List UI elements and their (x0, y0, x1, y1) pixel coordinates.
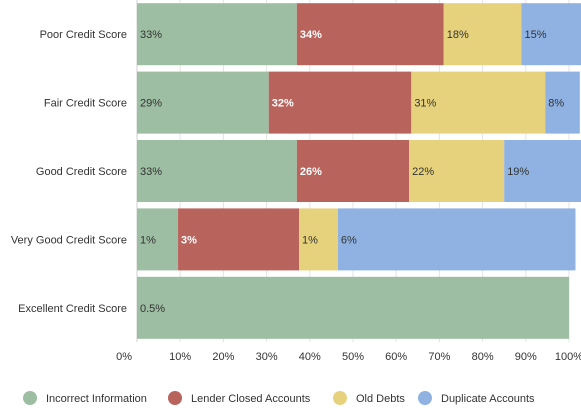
bar-segment[interactable] (521, 3, 581, 66)
bar-segment[interactable] (296, 140, 410, 202)
data-label: 1% (302, 234, 318, 246)
x-tick-label: 70% (428, 351, 450, 363)
category-label: Poor Credit Score (40, 29, 127, 41)
data-label: 1% (140, 234, 156, 246)
category-label: Excellent Credit Score (18, 303, 127, 315)
bar-segment[interactable] (178, 208, 299, 271)
data-label: 33% (140, 166, 162, 178)
bar-segment[interactable] (137, 208, 179, 271)
legend-swatch (418, 391, 432, 405)
data-label: 26% (300, 166, 322, 178)
x-tick-label: 100% (555, 351, 581, 363)
data-label: 29% (140, 98, 162, 110)
data-label: 22% (412, 166, 434, 178)
x-tick-label: 90% (515, 351, 537, 363)
category-label: Fair Credit Score (44, 98, 127, 110)
data-label: 6% (341, 234, 357, 246)
data-label: 31% (414, 98, 436, 110)
x-tick-label: 80% (472, 351, 494, 363)
x-tick-label: 30% (256, 351, 278, 363)
bar-segment[interactable] (137, 140, 297, 202)
bar-segment[interactable] (137, 71, 269, 134)
legend-swatch (23, 391, 37, 405)
x-tick-label: 0% (116, 351, 132, 363)
legend-item[interactable]: Lender Closed Accounts (168, 391, 311, 405)
bar-segment[interactable] (137, 276, 569, 339)
data-label: 0.5% (140, 303, 165, 315)
data-label: 18% (447, 29, 469, 41)
legend: Incorrect Information Lender Closed Accou… (23, 391, 535, 405)
bar-segment[interactable] (296, 3, 444, 66)
x-tick-label: 60% (385, 351, 407, 363)
x-tick-label: 20% (212, 351, 234, 363)
bar-segment[interactable] (504, 140, 581, 202)
legend-item[interactable]: Duplicate Accounts (418, 391, 535, 405)
x-tick-label: 50% (342, 351, 364, 363)
bar-segment[interactable] (137, 3, 297, 66)
bar-segment[interactable] (337, 208, 576, 271)
bar-segment[interactable] (409, 140, 505, 202)
legend-item[interactable]: Old Debts (333, 391, 405, 405)
legend-label: Incorrect Information (46, 393, 147, 405)
x-tick-label: 10% (169, 351, 191, 363)
bar-segment[interactable] (268, 71, 412, 134)
legend-label: Lender Closed Accounts (191, 393, 311, 405)
bar-segment[interactable] (411, 71, 546, 134)
bar-segment[interactable] (443, 3, 522, 66)
legend-label: Old Debts (356, 393, 405, 405)
legend-swatch (168, 391, 182, 405)
x-tick-label: 40% (299, 351, 321, 363)
data-label: 15% (524, 29, 546, 41)
legend-label: Duplicate Accounts (441, 393, 535, 405)
category-label: Very Good Credit Score (11, 234, 127, 246)
bar-segment[interactable] (299, 208, 338, 271)
data-label: 3% (181, 234, 197, 246)
data-label: 33% (140, 29, 162, 41)
data-label: 32% (272, 98, 294, 110)
legend-swatch (333, 391, 347, 405)
bar-segment[interactable] (545, 71, 580, 134)
data-label: 19% (507, 166, 529, 178)
category-label: Good Credit Score (36, 166, 127, 178)
data-label: 8% (548, 98, 564, 110)
legend-item[interactable]: Incorrect Information (23, 391, 147, 405)
data-label: 34% (300, 29, 322, 41)
